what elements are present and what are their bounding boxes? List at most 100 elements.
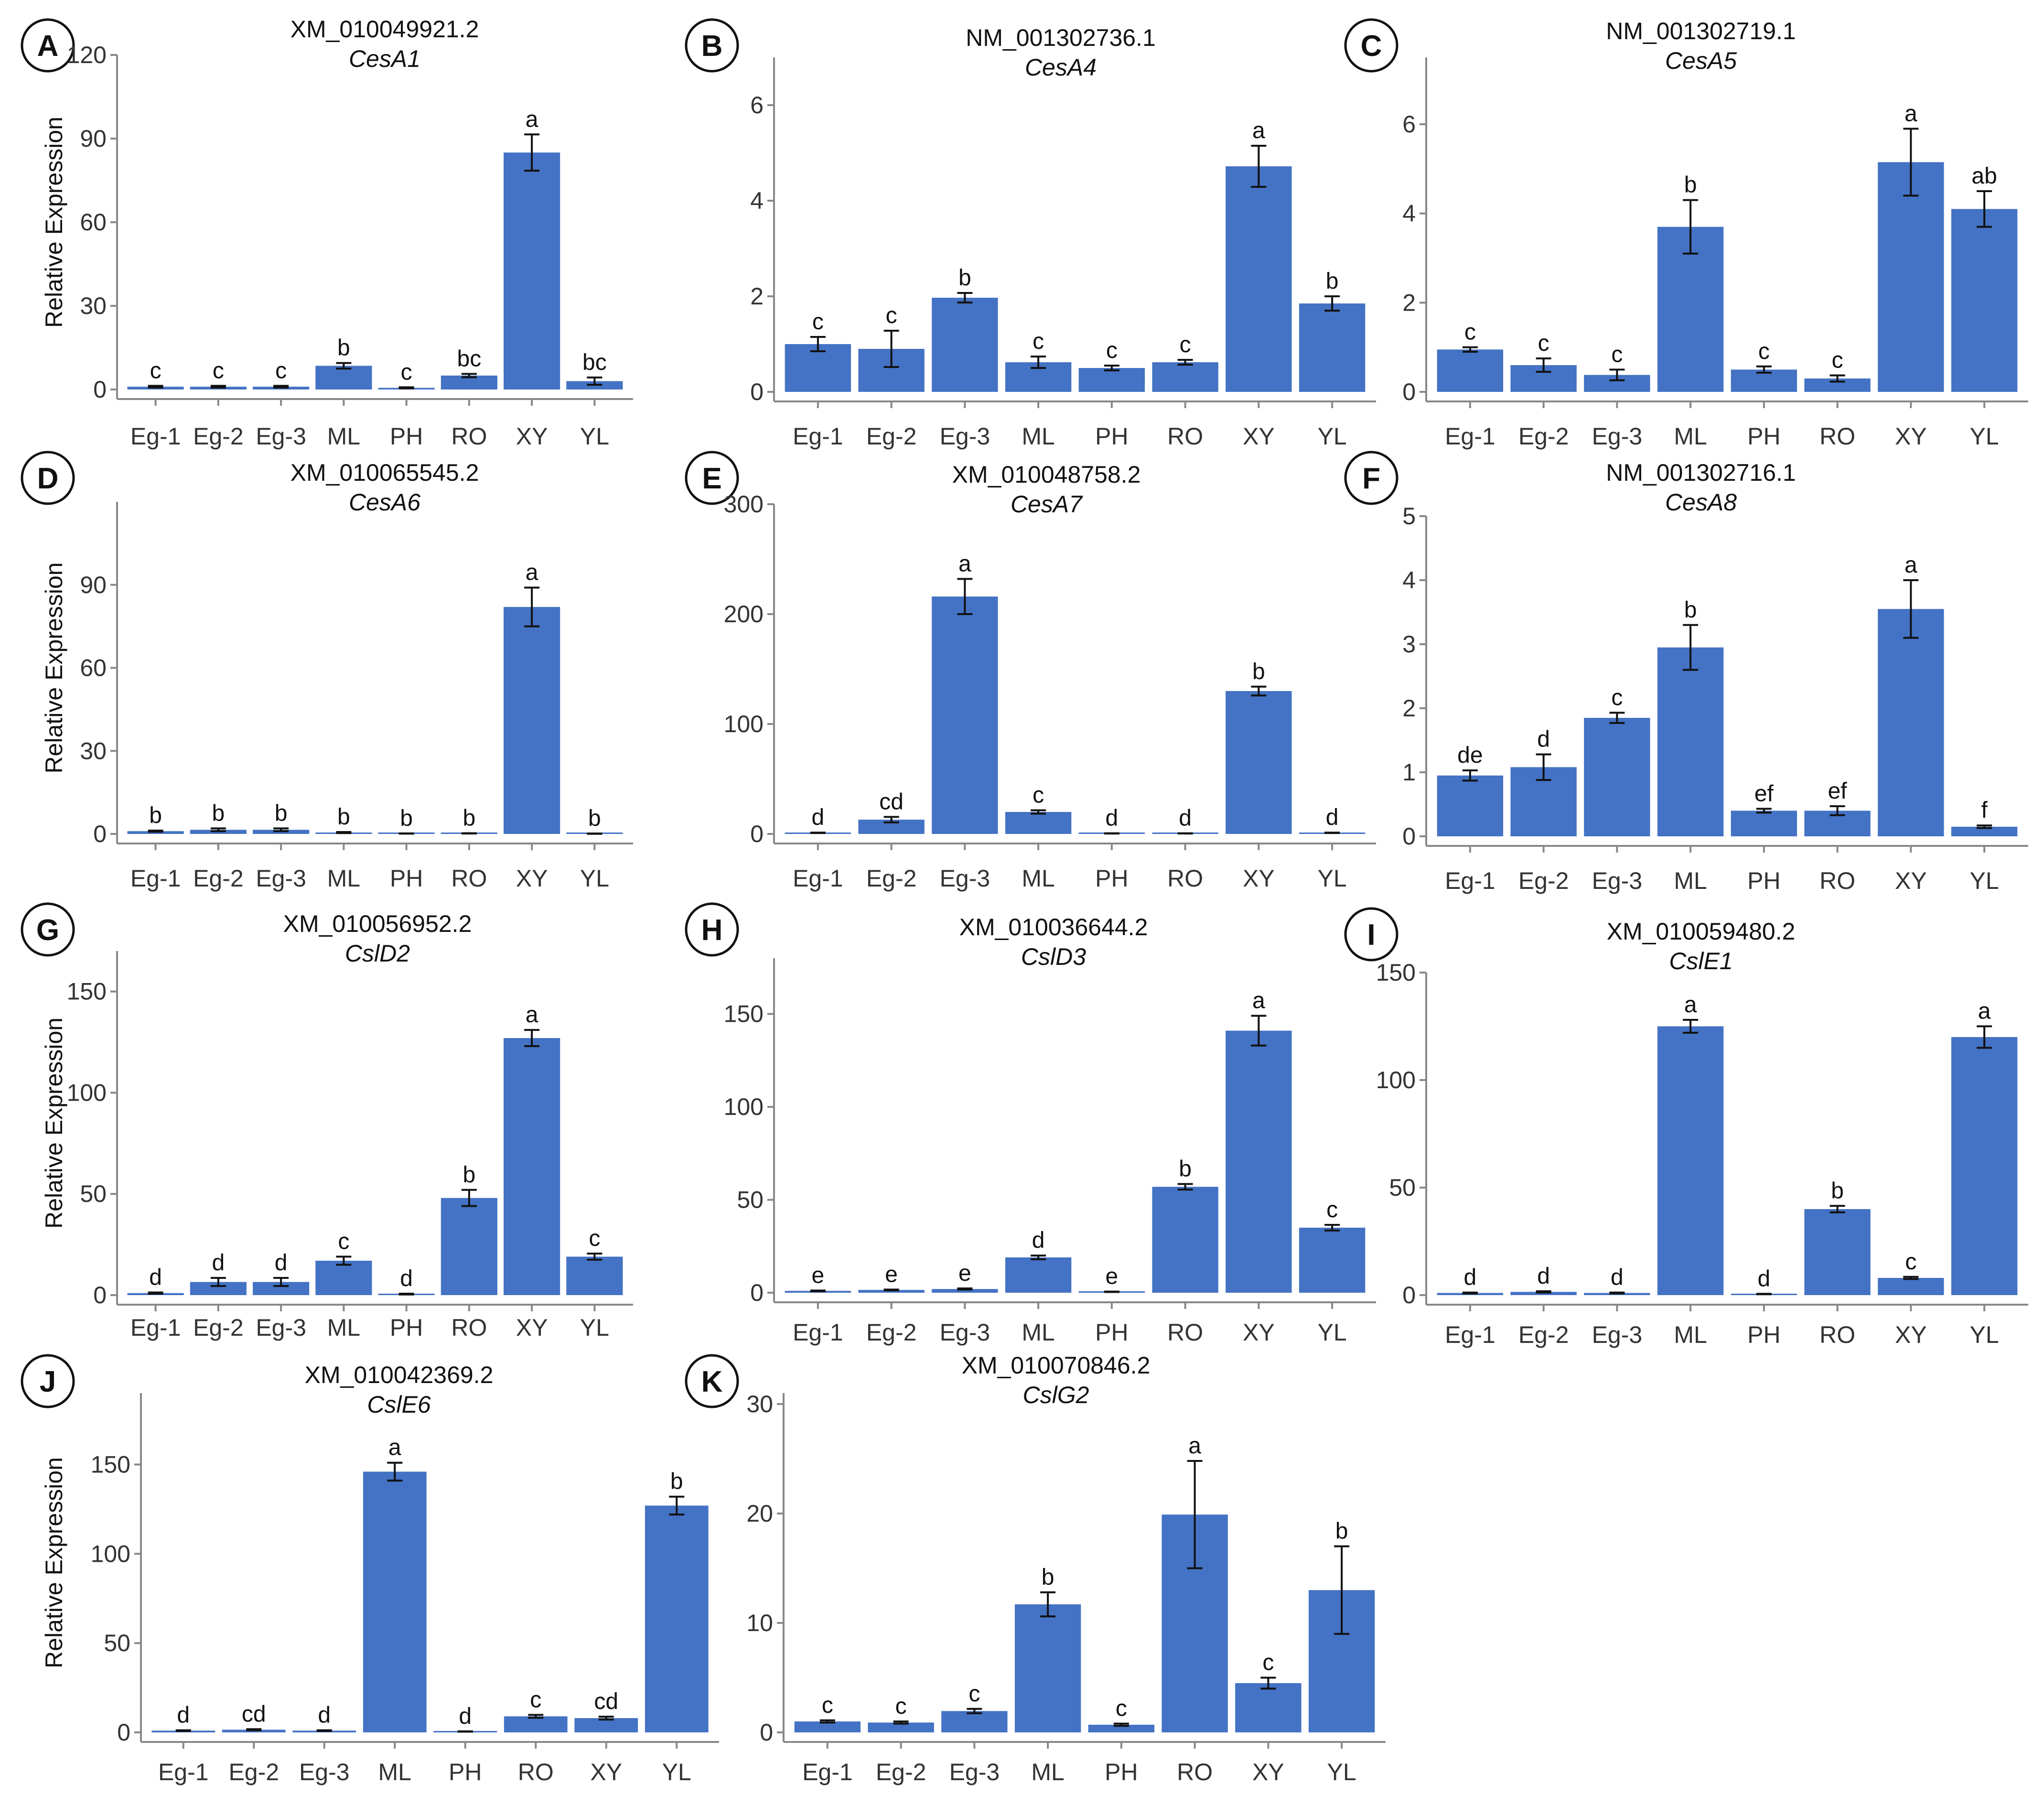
bar — [1804, 1209, 1871, 1295]
bar — [1510, 1292, 1577, 1295]
bar — [1878, 1278, 1944, 1295]
x-tick-label: ML — [1674, 423, 1707, 450]
panel-label-circle — [1344, 18, 1399, 73]
panel-i: I XM_010059480.2 CslE1 0 50 100 150 d Eg-1 d Eg-2 d… — [1344, 907, 2028, 1348]
significance-label: e — [1106, 1264, 1119, 1289]
error-bar — [1251, 145, 1267, 188]
error-bar — [273, 385, 289, 389]
significance-label: cd — [594, 1689, 618, 1714]
y-axis-label: Relative Expression — [41, 1017, 67, 1229]
x-tick-label: PH — [1747, 867, 1780, 894]
y-tick-label: 0 — [750, 821, 764, 847]
x-tick-label: RO — [1819, 867, 1855, 894]
significance-label: b — [149, 803, 162, 828]
significance-label: bc — [457, 346, 482, 371]
x-tick-label: XY — [590, 1759, 622, 1785]
significance-label: d — [812, 805, 825, 830]
x-tick-label: ML — [1022, 423, 1054, 450]
error-bar — [1324, 1224, 1340, 1232]
x-tick-label: PH — [390, 423, 423, 450]
x-tick-label: ML — [1031, 1759, 1064, 1785]
significance-label: f — [1981, 798, 1988, 823]
error-bar — [883, 330, 899, 368]
significance-label: c — [338, 1229, 349, 1254]
significance-label: b — [958, 265, 971, 291]
error-bar — [148, 1291, 163, 1295]
y-tick-label: 6 — [750, 92, 764, 119]
panel-e: E XM_010048758.2CesA70100200300dEg-1cdEg-… — [685, 451, 1376, 892]
x-tick-label: Eg-2 — [1518, 423, 1569, 450]
y-tick-label: 50 — [737, 1187, 764, 1213]
chart-subtitle: CesA1 — [349, 45, 420, 72]
x-tick-label: YL — [580, 865, 609, 892]
y-tick-label: 0 — [1402, 378, 1416, 405]
y-tick-label: 0 — [760, 1719, 773, 1746]
x-tick-label: YL — [1970, 423, 1999, 450]
panel-label: D — [37, 462, 59, 495]
x-tick-label: YL — [1970, 1321, 1999, 1348]
y-axis-label: Relative Expression — [41, 562, 67, 774]
significance-label: c — [1106, 338, 1118, 363]
panel-label: F — [1362, 462, 1380, 495]
y-tick-label: 60 — [80, 655, 107, 681]
bar — [868, 1722, 934, 1732]
y-tick-label: 0 — [117, 1719, 130, 1746]
significance-label: c — [589, 1226, 600, 1251]
bar — [941, 1711, 1008, 1732]
x-tick-label: RO — [1819, 423, 1855, 450]
error-bar — [1251, 685, 1267, 697]
significance-label: a — [526, 1002, 538, 1027]
y-tick-label: 5 — [1402, 503, 1416, 530]
y-tick-label: 100 — [91, 1540, 130, 1567]
error-bar — [1756, 365, 1772, 374]
error-bar — [398, 832, 414, 835]
x-tick-label: YL — [1327, 1759, 1356, 1785]
bar — [932, 596, 998, 834]
significance-label: a — [1904, 552, 1917, 578]
x-tick-label: Eg-1 — [1445, 423, 1495, 450]
x-tick-label: RO — [1177, 1759, 1213, 1785]
panel-label-circle — [21, 902, 75, 957]
panel-k: K XM_010070846.2 CslG2 0 10 20 30 c Eg-1 c Eg-2 c Eg… — [685, 1352, 1386, 1785]
error-bar — [273, 827, 289, 833]
chart-subtitle: CesA4 — [1025, 54, 1097, 81]
x-tick-label: Eg-2 — [193, 423, 244, 450]
error-bar — [1903, 1276, 1919, 1280]
y-axis-label: Relative Expression — [41, 117, 67, 328]
significance-label: c — [1262, 1650, 1274, 1675]
significance-label: a — [388, 1435, 401, 1460]
y-tick-label: 200 — [724, 601, 764, 627]
y-tick-label: 4 — [750, 187, 764, 214]
error-bar — [1177, 1183, 1193, 1191]
significance-label: c — [213, 358, 224, 383]
x-tick-label: XY — [1895, 423, 1927, 450]
chart-subtitle: CesA7 — [1011, 491, 1083, 518]
error-bar — [336, 831, 352, 834]
bar — [1657, 1026, 1724, 1295]
error-bar — [1334, 1545, 1350, 1635]
x-tick-label: ML — [1022, 865, 1054, 892]
chart-title: XM_010036644.2 — [959, 914, 1148, 941]
x-tick-label: Eg-3 — [256, 1314, 306, 1341]
x-tick-label: Eg-1 — [793, 1319, 843, 1346]
y-tick-label: 100 — [724, 711, 764, 737]
x-tick-label: XY — [1243, 865, 1275, 892]
x-tick-label: XY — [1895, 1321, 1927, 1348]
x-tick-label: RO — [451, 865, 487, 892]
x-tick-label: Eg-1 — [130, 865, 181, 892]
bar — [1005, 1257, 1072, 1293]
x-tick-label: Eg-1 — [802, 1759, 853, 1785]
panel-label-circle — [685, 18, 739, 73]
chart-subtitle: CesA6 — [349, 489, 420, 516]
error-bar — [387, 1461, 403, 1482]
significance-label: b — [463, 806, 476, 831]
error-bar — [1536, 753, 1551, 781]
y-tick-label: 2 — [1402, 695, 1416, 722]
error-bar — [883, 816, 899, 823]
error-bar — [1040, 1591, 1056, 1618]
significance-label: c — [968, 1681, 980, 1707]
x-tick-label: ML — [327, 423, 360, 450]
